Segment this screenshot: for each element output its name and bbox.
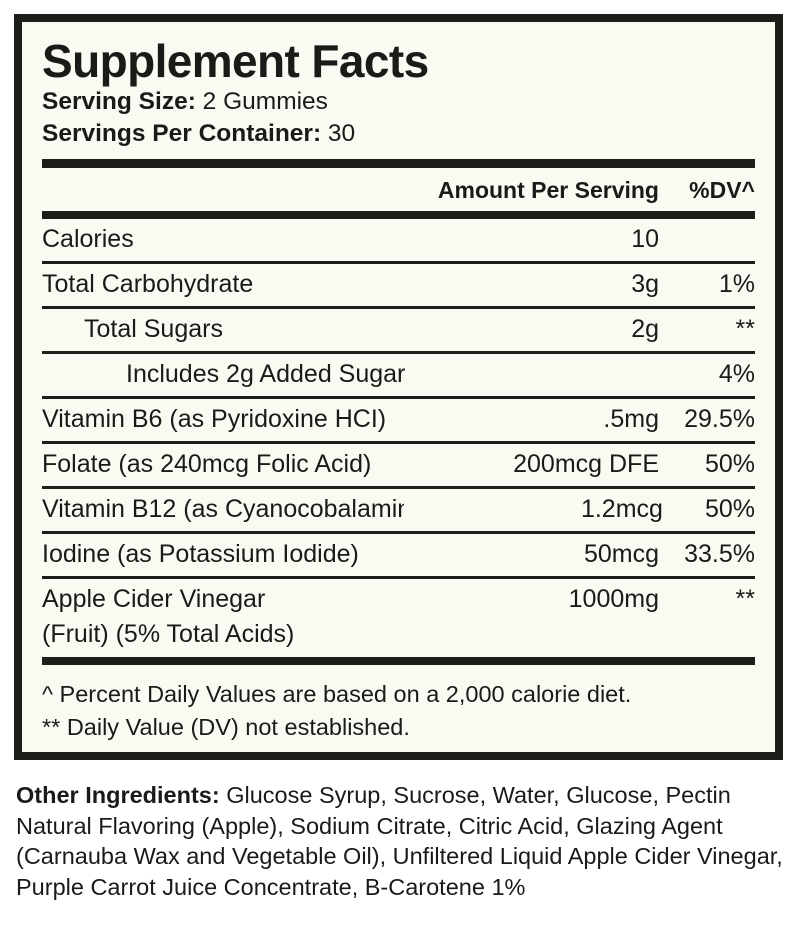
nutrient-daily-value: 33.5% [684,539,755,568]
nutrient-name: Vitamin B12 (as Cyanocobalamin) [42,496,405,522]
divider-below-serving-info [42,158,755,168]
table-row: Iodine (as Potassium Iodide) 50mcg 33.5% [42,534,755,576]
page-title: Supplement Facts [42,35,429,87]
nutrient-amount: 2g [631,314,659,343]
row-divider [42,485,755,489]
nutrient-daily-value: ** [735,314,755,343]
nutrient-daily-value: 4% [718,359,755,388]
table-row: Calories 10 [42,219,755,261]
footnote-percent-daily-value: ^ Percent Daily Values are based on a 2,… [42,680,632,707]
table-row: Total Carbohydrate 3g 1% [42,264,755,306]
column-header-daily-value: %DV^ [689,176,755,203]
table-row: Vitamin B12 (as Cyanocobalamin) 1.2mcg 50% [42,489,755,531]
table-row: Vitamin B6 (as Pyridoxine HCI) .5mg 29.5% [42,399,755,441]
table-row: Total Sugars 2g ** [42,309,755,351]
nutrient-daily-value: 50% [704,449,755,478]
apple-cider-vinegar-subtext: (Fruit) (5% Total Acids) [42,619,295,648]
footnotes: ^ Percent Daily Values are based on a 2,… [42,665,755,745]
table-row: Includes 2g Added Sugars 4% [42,354,755,396]
nutrient-amount: 1000mg [568,584,659,613]
divider-below-column-headers [42,210,755,219]
table-row: Folate (as 240mcg Folic Acid) 200mcg DFE 5… [42,444,755,486]
other-ingredients-label: Other Ingredients: [16,782,220,808]
nutrient-name: Apple Cider Vinegar [42,586,266,612]
nutrient-name: Total Carbohydrate [42,271,254,297]
nutrient-name: Folate (as 240mcg Folic Acid) [42,451,372,477]
row-divider [42,305,755,309]
nutrient-name: Total Sugars [84,316,223,342]
supplement-facts-panel: Supplement Facts Serving Size: 2 Gummies… [14,14,783,760]
row-divider [42,440,755,444]
nutrient-daily-value: ** [735,584,755,613]
table-row-apple-cider-vinegar: Apple Cider Vinegar 1000mg ** [42,579,755,618]
serving-size-value: 2 Gummies [202,88,328,115]
row-divider [42,530,755,534]
nutrient-amount: 10 [631,224,659,253]
divider-above-acv [42,575,755,579]
servings-per-container-value: 30 [327,120,356,148]
servings-per-container-label: Servings Per Container: [42,120,322,148]
nutrient-amount: 3g [631,269,659,298]
serving-size-line: Serving Size: 2 Gummies [42,86,755,118]
nutrient-amount: 1.2mcg [580,494,663,523]
nutrient-amount: 200mcg DFE [513,449,659,478]
nutrient-amount: 50mcg [583,539,659,568]
row-divider [42,395,755,399]
other-ingredients-block: Other Ingredients: Glucose Syrup, Sucros… [16,780,784,902]
nutrient-daily-value: 50% [704,494,755,523]
divider-above-footnotes [42,656,755,665]
column-header-amount: Amount Per Serving [437,176,659,203]
row-divider [42,350,755,354]
table-column-headers: Amount Per Serving %DV^ [42,168,755,211]
nutrient-rows: Calories 10 Total Carbohydrate 3g 1% Total Su… [42,219,755,576]
other-ingredients-text: Glucose Syrup, Sucrose, Water, Glucose, … [16,782,783,900]
nutrient-daily-value: 1% [718,269,755,298]
nutrient-name: Includes 2g Added Sugars [126,361,406,387]
nutrient-name: Vitamin B6 (as Pyridoxine HCI) [42,406,387,432]
row-divider [42,260,755,264]
nutrient-amount: .5mg [603,404,659,433]
footnote-dv-not-established: ** Daily Value (DV) not established. [42,714,410,741]
serving-size-label: Serving Size: [42,88,196,115]
nutrient-name: Iodine (as Potassium Iodide) [42,541,359,567]
nutrient-daily-value: 29.5% [684,404,755,433]
servings-per-container-line: Servings Per Container: 30 [42,118,755,150]
nutrient-name: Calories [42,226,134,252]
